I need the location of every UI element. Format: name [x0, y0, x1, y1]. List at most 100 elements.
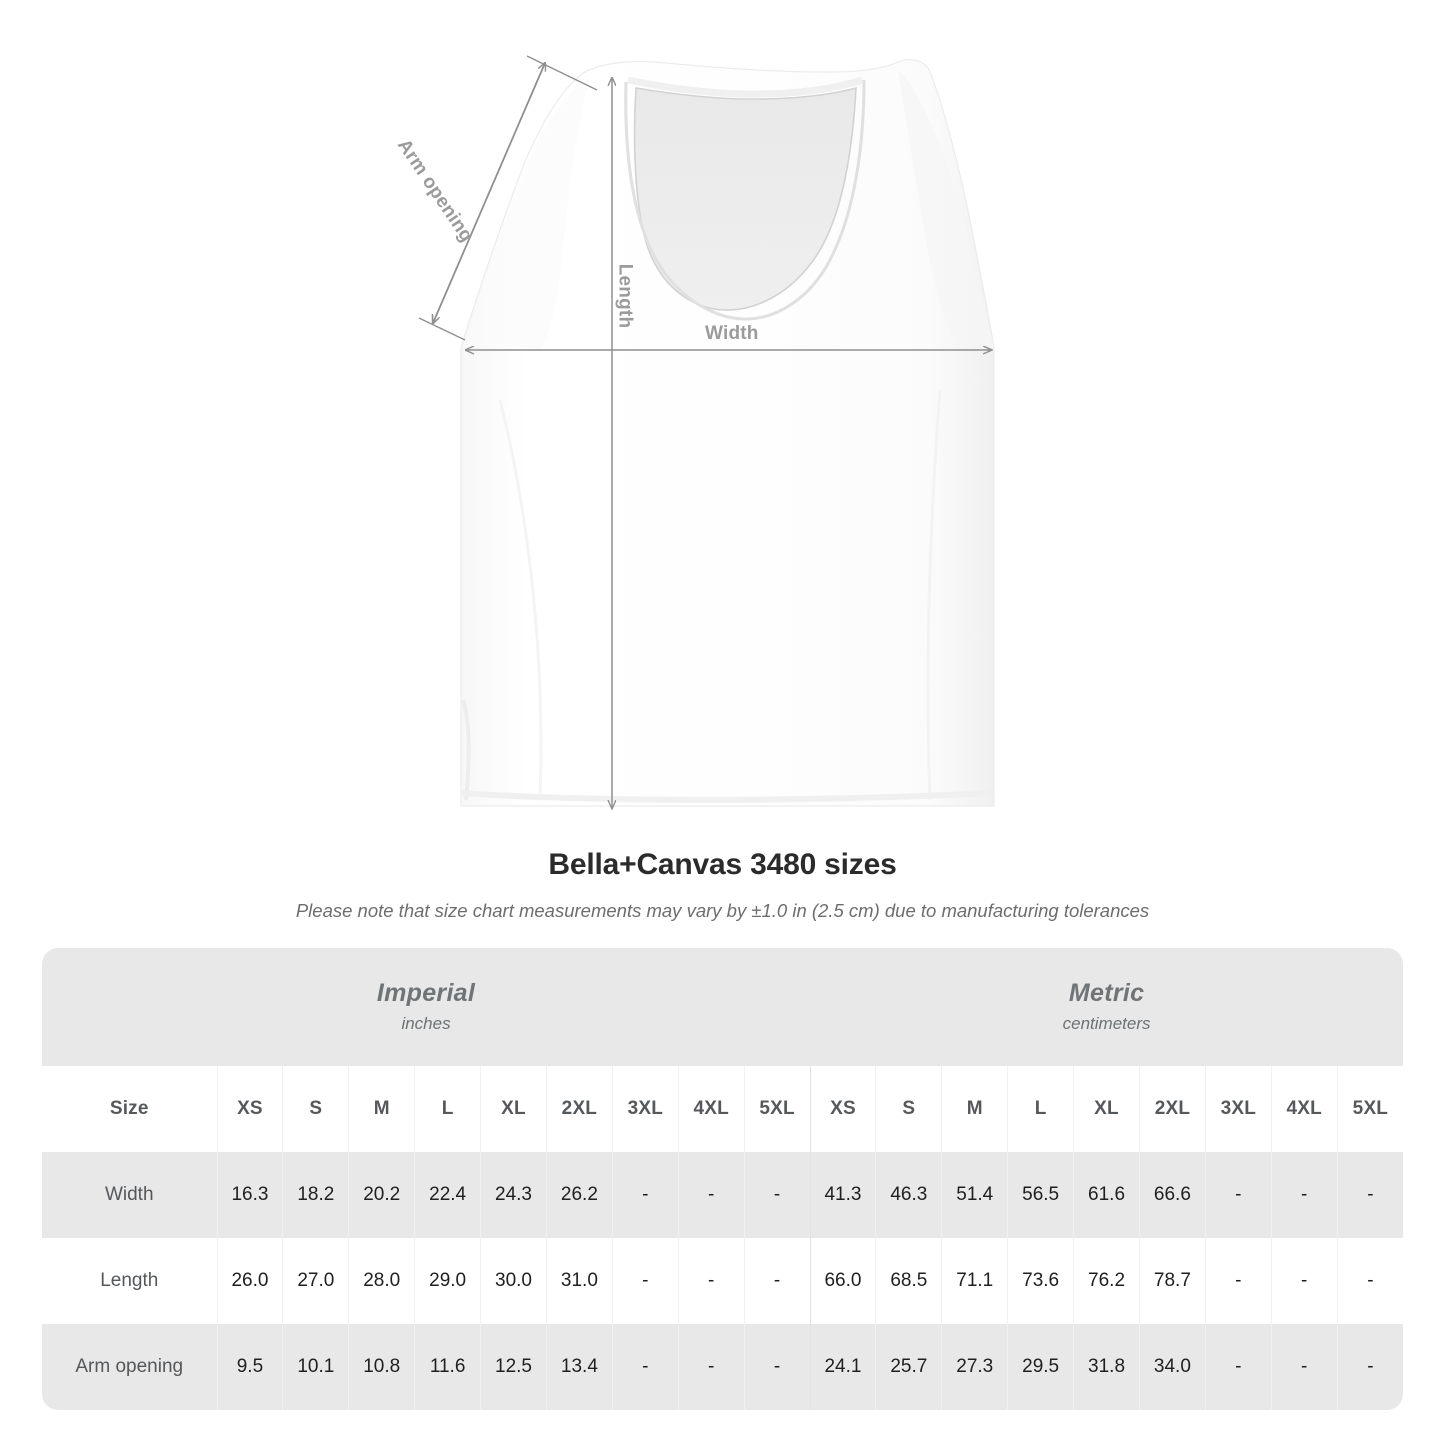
cell-length-imp-2xl: 31.0: [545, 1238, 613, 1324]
cell-length-met-s: 68.5: [875, 1238, 942, 1324]
cell-length-imp-4xl: -: [677, 1238, 745, 1324]
size-header-imp-4xl: 4XL: [677, 1066, 745, 1152]
size-header-met-xl: XL: [1073, 1066, 1140, 1152]
right-strap-shading: [898, 70, 994, 350]
cell-width-imp-l: 22.4: [414, 1152, 481, 1238]
cell-width-met-s: 46.3: [875, 1152, 942, 1238]
cell-width-imp-s: 18.2: [282, 1152, 349, 1238]
cell-width-imp-xl: 24.3: [480, 1152, 547, 1238]
tolerance-note: Please note that size chart measurements…: [295, 900, 1150, 921]
cell-width-imp-4xl: -: [677, 1152, 745, 1238]
cell-arm-imp-5xl: -: [743, 1324, 811, 1410]
neckline-inner: [633, 86, 857, 311]
cell-width-met-m: 51.4: [941, 1152, 1008, 1238]
size-header-imp-l: L: [414, 1066, 481, 1152]
cell-length-met-5xl: -: [1336, 1238, 1404, 1324]
cell-length-imp-xs: 26.0: [216, 1238, 283, 1324]
tank-top-shape: [460, 59, 995, 807]
cell-width-met-xl: 61.6: [1073, 1152, 1140, 1238]
cell-length-met-3xl: -: [1204, 1238, 1272, 1324]
width-label: Width: [705, 323, 759, 344]
cell-width-imp-m: 20.2: [348, 1152, 415, 1238]
unit-header-metric: Metric centimeters: [810, 948, 1404, 1066]
size-header-met-2xl: 2XL: [1138, 1066, 1206, 1152]
cell-arm-met-3xl: -: [1204, 1324, 1272, 1410]
table-row: Width 16.3 18.2 20.2 22.4 24.3 26.2 - - …: [42, 1152, 1404, 1238]
size-header-imp-5xl: 5XL: [743, 1066, 811, 1152]
cell-width-met-3xl: -: [1204, 1152, 1272, 1238]
size-header-met-l: L: [1007, 1066, 1074, 1152]
cell-arm-met-5xl: -: [1336, 1324, 1404, 1410]
cell-width-met-2xl: 66.6: [1138, 1152, 1206, 1238]
cell-arm-met-xl: 31.8: [1073, 1324, 1140, 1410]
cell-length-met-xl: 76.2: [1073, 1238, 1140, 1324]
row-label-length: Length: [42, 1238, 217, 1324]
cell-arm-met-m: 27.3: [941, 1324, 1008, 1410]
cell-arm-imp-m: 10.8: [348, 1324, 415, 1410]
collar-ribbing: [624, 79, 866, 321]
arm-opening-arrow: [433, 63, 545, 323]
fold-line-left: [498, 399, 543, 801]
row-label-width: Width: [42, 1152, 217, 1238]
cell-length-imp-m: 28.0: [348, 1238, 415, 1324]
cell-length-imp-3xl: -: [611, 1238, 679, 1324]
garment-illustration: Arm opening Length Width: [393, 55, 995, 835]
cell-length-met-xs: 66.0: [809, 1238, 876, 1324]
cell-width-imp-2xl: 26.2: [545, 1152, 613, 1238]
cell-length-met-4xl: -: [1270, 1238, 1338, 1324]
cell-length-met-m: 71.1: [941, 1238, 1008, 1324]
cell-width-imp-3xl: -: [611, 1152, 679, 1238]
cell-width-imp-xs: 16.3: [216, 1152, 283, 1238]
size-header-imp-s: S: [282, 1066, 349, 1152]
cell-arm-imp-xl: 12.5: [480, 1324, 547, 1410]
cell-width-met-4xl: -: [1270, 1152, 1338, 1238]
fold-line-right: [926, 389, 942, 801]
cell-arm-imp-3xl: -: [611, 1324, 679, 1410]
cell-arm-imp-l: 11.6: [414, 1324, 481, 1410]
size-header-met-5xl: 5XL: [1336, 1066, 1404, 1152]
size-header-imp-xl: XL: [480, 1066, 547, 1152]
size-header-met-4xl: 4XL: [1270, 1066, 1338, 1152]
size-header-imp-m: M: [348, 1066, 415, 1152]
cell-arm-imp-4xl: -: [677, 1324, 745, 1410]
size-header-met-m: M: [941, 1066, 1008, 1152]
size-header-met-s: S: [875, 1066, 942, 1152]
cell-arm-met-s: 25.7: [875, 1324, 942, 1410]
unit-name-imperial: Imperial: [376, 979, 476, 1007]
row-label-arm-opening: Arm opening: [42, 1324, 217, 1410]
cell-length-imp-5xl: -: [743, 1238, 811, 1324]
cell-length-imp-s: 27.0: [282, 1238, 349, 1324]
table-row: Arm opening 9.5 10.1 10.8 11.6 12.5 13.4…: [42, 1324, 1404, 1410]
page-title: Bella+Canvas 3480 sizes: [548, 848, 897, 881]
size-chart-table-wrapper: Imperial inches Metric centimeters Size …: [42, 948, 1404, 1410]
arm-opening-tick-bottom: [418, 317, 466, 341]
unit-header-imperial: Imperial inches: [42, 948, 811, 1066]
tank-top-diagram: [418, 55, 995, 835]
fold-line-hem-left: [461, 699, 471, 801]
cell-length-imp-l: 29.0: [414, 1238, 481, 1324]
measurement-guides: [418, 55, 991, 808]
cell-arm-met-2xl: 34.0: [1138, 1324, 1206, 1410]
length-label: Length: [614, 263, 636, 329]
cell-arm-imp-2xl: 13.4: [545, 1324, 613, 1410]
cell-arm-met-4xl: -: [1270, 1324, 1338, 1410]
size-header-imp-2xl: 2XL: [545, 1066, 613, 1152]
collar-band: [627, 76, 864, 98]
cell-width-imp-5xl: -: [743, 1152, 811, 1238]
cell-length-met-l: 73.6: [1007, 1238, 1074, 1324]
cell-length-met-2xl: 78.7: [1138, 1238, 1206, 1324]
cell-arm-imp-s: 10.1: [282, 1324, 349, 1410]
title-block: Bella+Canvas 3480 sizes Please note that…: [0, 845, 1445, 923]
unit-sub-imperial: inches: [401, 1014, 451, 1033]
size-header-met-xs: XS: [809, 1066, 876, 1152]
cell-arm-met-l: 29.5: [1007, 1324, 1074, 1410]
size-header-imp-xs: XS: [216, 1066, 283, 1152]
cell-width-met-xs: 41.3: [809, 1152, 876, 1238]
unit-name-metric: Metric: [1068, 979, 1145, 1007]
cell-width-met-l: 56.5: [1007, 1152, 1074, 1238]
cell-arm-met-xs: 24.1: [809, 1324, 876, 1410]
size-header-row: Size XS S M L XL 2XL 3XL 4XL 5XL XS S M …: [42, 1066, 1404, 1152]
cell-length-imp-xl: 30.0: [480, 1238, 547, 1324]
size-header-imp-3xl: 3XL: [611, 1066, 679, 1152]
size-header-corner: Size: [42, 1066, 217, 1152]
